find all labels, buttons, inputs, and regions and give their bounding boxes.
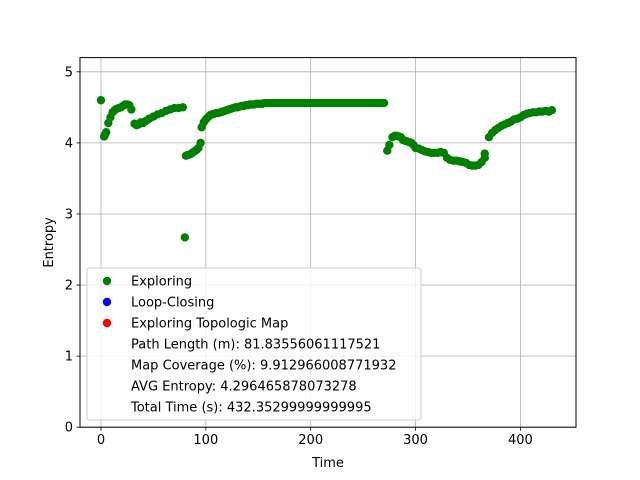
data-point — [385, 140, 394, 150]
legend-label: Exploring Topologic Map — [131, 317, 288, 332]
legend-marker — [102, 297, 112, 307]
x-axis-label: Time — [311, 456, 344, 471]
x-tick-label: 100 — [193, 433, 218, 448]
y-tick-label: 3 — [65, 207, 73, 222]
data-point — [180, 233, 190, 242]
x-tick-label: 200 — [298, 433, 323, 448]
data-point — [96, 96, 106, 105]
x-tick-label: 0 — [97, 433, 105, 448]
plot-frame — [79, 57, 577, 428]
y-tick-label: 1 — [65, 350, 73, 365]
x-tick-label: 400 — [508, 433, 533, 448]
data-point — [547, 105, 557, 115]
x-tick-label: 300 — [403, 433, 428, 448]
legend-marker — [102, 318, 112, 328]
data-point — [196, 138, 205, 148]
data-point — [480, 149, 489, 158]
legend-label: Exploring — [131, 275, 192, 290]
data-point — [379, 98, 389, 108]
legend-stat-label: AVG Entropy: 4.296465878073278 — [131, 380, 357, 395]
legend-stat-label: Total Time (s): 432.35299999999995 — [130, 401, 372, 416]
data-point — [127, 105, 136, 114]
legend-stat-label: Map Coverage (%): 9.912966008771932 — [131, 359, 396, 374]
y-tick-label: 0 — [65, 421, 73, 436]
y-tick-label: 4 — [65, 136, 73, 151]
y-tick-label: 5 — [65, 65, 73, 80]
data-point — [178, 103, 187, 112]
legend-label: Loop-Closing — [131, 296, 214, 311]
legend-marker — [102, 276, 112, 286]
y-tick-label: 2 — [65, 279, 73, 294]
axis-ticks: 0 100 200 300 400 0 1 2 3 4 5 — [65, 65, 533, 448]
y-axis-label: Entropy — [42, 217, 57, 268]
data-point — [102, 128, 111, 137]
legend-stat-label: Path Length (m): 81.83556061117521 — [131, 338, 380, 353]
legend: Exploring Loop-Closing Exploring Topologic… — [86, 267, 422, 421]
data-points — [96, 96, 557, 242]
legend-box — [86, 267, 422, 421]
